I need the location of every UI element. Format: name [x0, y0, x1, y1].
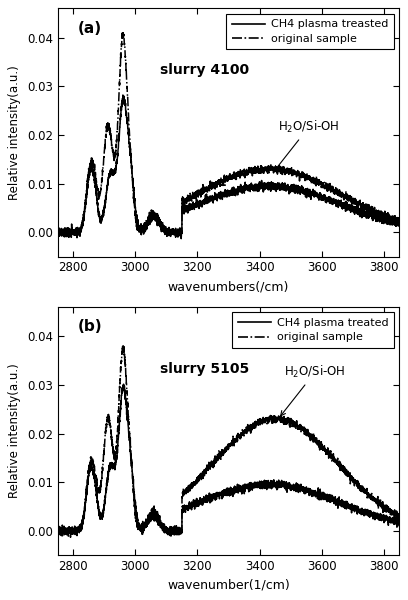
- Legend: CH4 plasma treasted, original sample: CH4 plasma treasted, original sample: [226, 14, 394, 49]
- Legend: CH4 plasma treated, original sample: CH4 plasma treated, original sample: [232, 313, 394, 348]
- X-axis label: wavenumbers(/cm): wavenumbers(/cm): [168, 280, 289, 293]
- Text: H$_2$O/Si-OH: H$_2$O/Si-OH: [275, 119, 340, 171]
- Text: (b): (b): [78, 319, 103, 334]
- X-axis label: wavenumber(1/cm): wavenumber(1/cm): [167, 578, 290, 592]
- Text: slurry 4100: slurry 4100: [160, 63, 249, 77]
- Y-axis label: Relative intensity(a.u.): Relative intensity(a.u.): [8, 364, 21, 499]
- Text: (a): (a): [78, 21, 102, 36]
- Y-axis label: Relative intensity(a.u.): Relative intensity(a.u.): [8, 65, 21, 200]
- Text: slurry 5105: slurry 5105: [160, 362, 249, 376]
- Text: H$_2$O/Si-OH: H$_2$O/Si-OH: [281, 364, 346, 416]
